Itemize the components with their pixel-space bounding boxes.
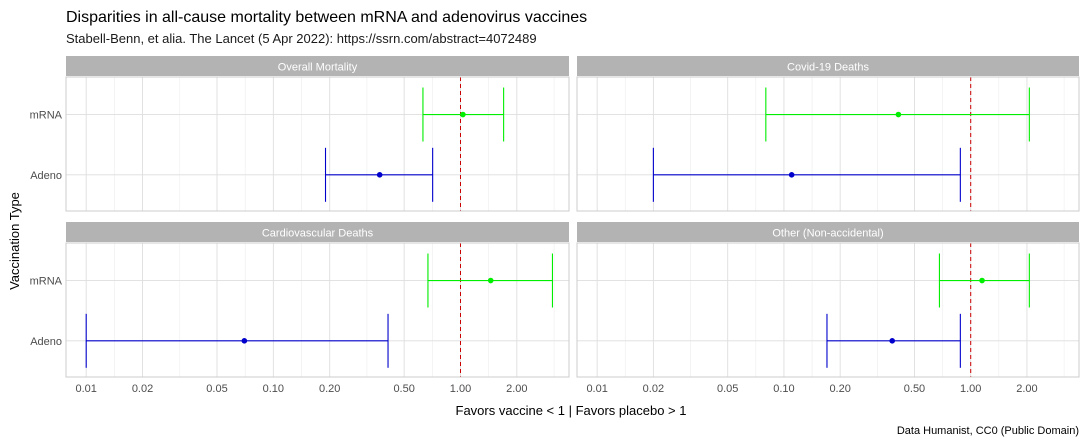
panel-border (576, 76, 1080, 212)
x-tick-label: 0.10 (773, 383, 794, 395)
panel-border (576, 242, 1080, 378)
facet-panel: Cardiovascular Deaths mRNA Adeno 0.01 0.02 0.… (30, 222, 570, 395)
facet-panel: Other (Non-accidental) 0.01 0.02 0.05 0.10 0.… (576, 222, 1080, 395)
y-tick-label: Adeno (30, 336, 62, 348)
estimate-point (241, 338, 248, 344)
facet-strip-label: Covid-19 Deaths (787, 62, 869, 74)
y-axis-title: Vaccination Type (7, 192, 22, 290)
facet-panel: Overall Mortality mRNA Adeno (30, 56, 570, 212)
x-tick-label: 2.00 (1016, 383, 1037, 395)
chart-caption: Data Humanist, CC0 (Public Domain) (897, 425, 1079, 437)
chart-subtitle: Stabell-Benn, et alia. The Lancet (5 Apr… (66, 31, 537, 46)
estimate-point (487, 277, 494, 284)
facet-strip-label: Overall Mortality (278, 62, 358, 74)
x-axis-title: Favors vaccine < 1 | Favors placebo > 1 (456, 403, 687, 418)
y-tick-label: mRNA (30, 276, 63, 288)
facet-strip (577, 222, 1079, 242)
estimate-point (788, 172, 795, 178)
x-tick-label: 0.05 (206, 383, 227, 395)
estimate-point (895, 111, 902, 118)
x-tick-label: 0.50 (904, 383, 925, 395)
facet-strip-label: Cardiovascular Deaths (262, 228, 374, 240)
estimate-point (889, 338, 896, 344)
panel-border (65, 242, 570, 378)
y-tick-label: Adeno (30, 170, 62, 182)
x-tick-label: 0.20 (829, 383, 850, 395)
x-tick-label: 0.01 (75, 383, 96, 395)
x-tick-label: 2.00 (506, 383, 527, 395)
estimate-point (460, 111, 466, 118)
x-tick-label: 0.02 (132, 383, 153, 395)
x-tick-label: 0.10 (263, 383, 284, 395)
x-tick-label: 1.00 (450, 383, 471, 395)
facet-strip (66, 56, 569, 76)
x-tick-label: 0.50 (393, 383, 414, 395)
facet-strip (66, 222, 569, 242)
y-tick-label: mRNA (30, 110, 63, 122)
x-tick-label: 0.01 (586, 383, 607, 395)
facet-panel: Covid-19 Deaths (576, 56, 1080, 212)
facet-strip-label: Other (Non-accidental) (772, 228, 883, 240)
chart-title: Disparities in all-cause mortality betwe… (66, 9, 587, 26)
x-tick-label: 0.05 (717, 383, 738, 395)
panel-border (65, 76, 570, 212)
facet-panels: Overall Mortality mRNA Adeno Covid-19 Death… (30, 56, 1080, 395)
estimate-point (376, 172, 383, 178)
x-tick-label: 0.02 (643, 383, 664, 395)
facet-strip (577, 56, 1079, 76)
x-tick-label: 1.00 (960, 383, 981, 395)
estimate-point (979, 277, 985, 284)
x-tick-label: 0.20 (319, 383, 340, 395)
